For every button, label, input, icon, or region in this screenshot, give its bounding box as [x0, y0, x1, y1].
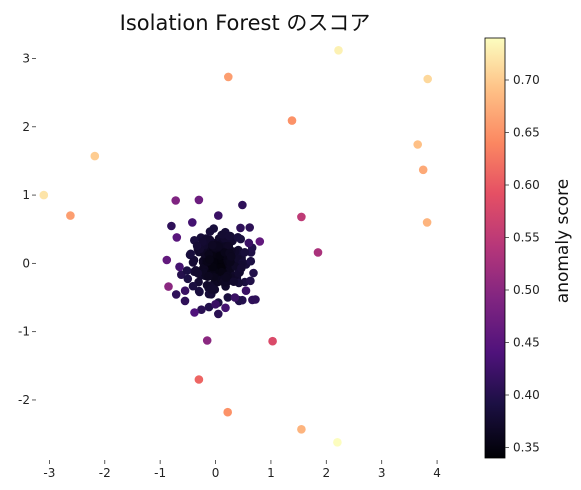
outlier-point	[171, 196, 180, 205]
x-tick-label: 1	[267, 466, 275, 480]
outlier-point	[334, 46, 343, 55]
outlier-point	[224, 73, 233, 82]
colorbar-tick-label: 0.60	[513, 178, 540, 192]
x-tick-label: 4	[433, 466, 441, 480]
inlier-point	[195, 288, 204, 297]
inlier-point	[181, 297, 190, 306]
outlier-point	[423, 218, 432, 227]
colorbar-tick-label: 0.65	[513, 126, 540, 140]
colorbar-tick-label: 0.50	[513, 283, 540, 297]
inlier-point	[186, 250, 195, 259]
y-tick-label: -2	[18, 393, 30, 407]
outlier-point	[40, 191, 49, 200]
inlier-point	[206, 227, 215, 236]
inlier-point	[183, 266, 192, 275]
y-axis: -2 -1 0 1 2 3	[18, 51, 36, 406]
inlier-point	[247, 257, 256, 266]
colorbar-ticks: 0.35 0.40 0.45 0.50 0.55 0.60 0.65 0.70	[505, 73, 540, 455]
y-tick-label: -1	[18, 325, 30, 339]
inlier-point	[225, 232, 234, 241]
outlier-point	[333, 438, 342, 447]
outlier-point	[188, 218, 197, 227]
colorbar-tick-label: 0.40	[513, 388, 540, 402]
x-tick-label: -3	[43, 466, 55, 480]
y-tick-label: 0	[22, 256, 30, 270]
inlier-point	[194, 269, 203, 278]
inlier-point	[241, 248, 250, 257]
outlier-point	[288, 116, 297, 125]
y-tick-label: 1	[22, 188, 30, 202]
outlier-point	[175, 263, 184, 272]
outlier-point	[181, 286, 190, 295]
inlier-point	[208, 241, 217, 250]
inlier-point	[189, 258, 198, 267]
outlier-point	[223, 408, 232, 417]
outlier-point	[203, 336, 212, 345]
outlier-point	[314, 248, 323, 257]
outlier-point	[214, 211, 223, 220]
outlier-point	[91, 152, 100, 161]
outlier-point	[255, 237, 264, 246]
outlier-point	[221, 304, 230, 313]
inlier-point	[237, 264, 246, 273]
inlier-point	[172, 290, 181, 299]
outlier-point	[236, 224, 245, 233]
x-tick-label: 2	[322, 466, 330, 480]
outlier-point	[164, 282, 173, 291]
colorbar: 0.35 0.40 0.45 0.50 0.55 0.60 0.65 0.70 anomaly…	[485, 38, 573, 458]
x-tick-label: -1	[154, 466, 166, 480]
inlier-point	[204, 272, 213, 281]
x-tick-label: 0	[212, 466, 220, 480]
inlier-point	[251, 295, 260, 304]
scatter-points	[40, 46, 433, 447]
outlier-point	[245, 239, 254, 248]
y-tick-label: 3	[22, 51, 30, 65]
colorbar-tick-label: 0.45	[513, 336, 540, 350]
outlier-point	[419, 166, 428, 175]
outlier-point	[423, 75, 432, 84]
outlier-point	[268, 337, 277, 346]
x-axis: -3 -2 -1 0 1 2 3 4	[43, 460, 440, 480]
colorbar-tick-label: 0.35	[513, 441, 540, 455]
colorbar-label: anomaly score	[553, 179, 573, 303]
inlier-point	[246, 277, 255, 286]
x-tick-label: 3	[378, 466, 386, 480]
colorbar-gradient	[485, 38, 505, 458]
outlier-point	[231, 293, 240, 302]
outlier-point	[297, 213, 306, 222]
outlier-point	[211, 300, 220, 309]
inlier-point	[227, 252, 236, 261]
outlier-point	[297, 425, 306, 434]
outlier-point	[195, 375, 204, 384]
x-tick-label: -2	[99, 466, 111, 480]
outlier-point	[163, 256, 172, 265]
inlier-point	[236, 235, 245, 244]
outlier-point	[190, 308, 199, 317]
outlier-point	[242, 286, 251, 295]
inlier-point	[214, 310, 223, 319]
outlier-point	[413, 140, 422, 149]
chart-title: Isolation Forest のスコア	[120, 11, 371, 35]
outlier-point	[66, 211, 75, 220]
outlier-point	[195, 196, 204, 205]
y-tick-label: 2	[22, 120, 30, 134]
inlier-point	[189, 282, 198, 291]
colorbar-tick-label: 0.70	[513, 73, 540, 87]
inlier-point	[249, 269, 258, 278]
inlier-point	[193, 242, 202, 251]
inlier-point	[205, 255, 214, 264]
outlier-point	[173, 233, 182, 242]
inlier-point	[230, 277, 239, 286]
inlier-point	[222, 273, 231, 282]
inlier-point	[238, 201, 247, 210]
inlier-point	[167, 222, 176, 231]
colorbar-tick-label: 0.55	[513, 231, 540, 245]
inlier-point	[184, 275, 193, 284]
inlier-point	[208, 284, 217, 293]
inlier-point	[245, 223, 254, 232]
